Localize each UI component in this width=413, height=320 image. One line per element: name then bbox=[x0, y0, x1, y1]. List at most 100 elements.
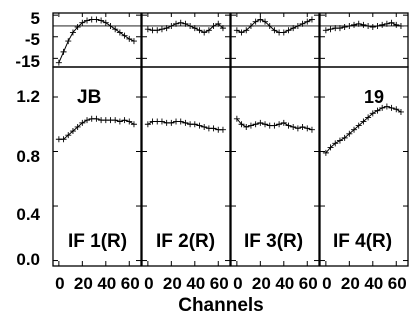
phase-point bbox=[383, 20, 390, 27]
phase-point bbox=[69, 29, 76, 36]
xtick-label: 0 bbox=[322, 274, 331, 293]
if-panel-label: IF 1(R) bbox=[68, 231, 127, 252]
amplitude-point bbox=[177, 118, 184, 125]
phase-point bbox=[247, 22, 254, 29]
phase-point bbox=[210, 22, 217, 29]
amplitude-point bbox=[397, 108, 404, 115]
phase-point bbox=[215, 20, 222, 27]
y-tick-labels: 5 -5 -15 1.2 0.8 0.4 0.0 bbox=[15, 9, 40, 269]
xtick-label: 40 bbox=[275, 274, 294, 293]
amplitude-point bbox=[369, 110, 376, 117]
phase-panel-frame bbox=[141, 12, 231, 68]
phase-point bbox=[397, 22, 404, 29]
xtick-label: 40 bbox=[364, 274, 383, 293]
phase-point bbox=[351, 21, 358, 28]
amplitude-point bbox=[219, 126, 226, 133]
phase-point bbox=[107, 22, 114, 29]
amp-ytick-label: 0.0 bbox=[16, 250, 40, 269]
phase-point bbox=[116, 29, 123, 36]
phase-point bbox=[191, 25, 198, 32]
phase-point bbox=[173, 20, 180, 27]
amplitude-point bbox=[332, 140, 339, 147]
phase-point bbox=[285, 27, 292, 34]
station-label: JB bbox=[77, 87, 101, 108]
amplitude-point bbox=[144, 121, 151, 128]
amplitude-point bbox=[191, 121, 198, 128]
amplitude-point bbox=[308, 126, 315, 133]
xtick-label: 20 bbox=[341, 274, 360, 293]
phase-point bbox=[360, 21, 367, 28]
phase-point bbox=[74, 24, 81, 31]
phase-point bbox=[257, 16, 264, 23]
amplitude-point bbox=[79, 119, 86, 126]
phase-point bbox=[280, 29, 287, 36]
amplitude-point bbox=[327, 144, 334, 151]
phase-point bbox=[379, 21, 386, 28]
amplitude-point bbox=[93, 115, 100, 122]
phase-point bbox=[163, 25, 170, 32]
amplitude-point bbox=[126, 118, 133, 125]
phase-point bbox=[102, 19, 109, 26]
phase-panel-frame bbox=[319, 12, 409, 68]
amplitude-point bbox=[257, 119, 264, 126]
amplitude-point bbox=[168, 119, 175, 126]
xtick-label: 0 bbox=[55, 274, 64, 293]
if-panel-label: IF 4(R) bbox=[333, 231, 392, 252]
phase-point bbox=[393, 21, 400, 28]
xtick-label: 40 bbox=[186, 274, 205, 293]
amplitude-series-line bbox=[325, 106, 402, 154]
phase-panel-frame bbox=[230, 12, 320, 68]
amplitude-point bbox=[201, 123, 208, 130]
phase-point bbox=[201, 29, 208, 36]
phase-point bbox=[154, 27, 161, 34]
amplitude-point bbox=[69, 128, 76, 135]
amplitude-point bbox=[243, 123, 250, 130]
phase-point bbox=[374, 22, 381, 29]
amplitude-point bbox=[360, 118, 367, 125]
phase-point bbox=[55, 59, 62, 66]
amplitude-point bbox=[252, 121, 259, 128]
amplitude-point bbox=[365, 114, 372, 121]
amplitude-panel-frame bbox=[230, 66, 320, 267]
amplitude-point bbox=[210, 125, 217, 132]
amplitude-point bbox=[351, 126, 358, 133]
xtick-label: 0 bbox=[233, 274, 242, 293]
phase-point bbox=[299, 20, 306, 27]
amplitude-point bbox=[393, 106, 400, 113]
scan-label: 19 bbox=[364, 87, 384, 107]
phase-point bbox=[327, 26, 334, 33]
phase-point bbox=[112, 26, 119, 33]
amplitude-point bbox=[290, 123, 297, 130]
phase-point bbox=[60, 48, 67, 55]
phase-point bbox=[121, 32, 128, 39]
amplitude-point bbox=[233, 115, 240, 122]
amplitude-point bbox=[304, 125, 311, 132]
amplitude-point bbox=[196, 122, 203, 129]
amp-ytick-label: 0.8 bbox=[16, 147, 40, 166]
phase-point bbox=[177, 19, 184, 26]
amplitude-point bbox=[182, 119, 189, 126]
phase-point bbox=[355, 20, 362, 27]
amplitude-panel-frame bbox=[52, 66, 142, 267]
phase-point bbox=[322, 27, 329, 34]
amplitude-point bbox=[116, 118, 123, 125]
amplitude-point bbox=[336, 137, 343, 144]
amplitude-point bbox=[341, 134, 348, 141]
if-panel-label: IF 2(R) bbox=[156, 231, 215, 252]
phase-point bbox=[365, 22, 372, 29]
phase-point bbox=[341, 24, 348, 31]
amplitude-point bbox=[355, 122, 362, 129]
xtick-label: 60 bbox=[388, 274, 407, 293]
phase-panel-frame bbox=[52, 12, 142, 68]
phase-point bbox=[130, 38, 137, 45]
xtick-label: 20 bbox=[74, 274, 93, 293]
xtick-label: 60 bbox=[121, 274, 140, 293]
phase-point bbox=[65, 38, 72, 45]
phase-point bbox=[233, 27, 240, 34]
amplitude-point bbox=[285, 122, 292, 129]
phase-point bbox=[294, 22, 301, 29]
amplitude-point bbox=[262, 121, 269, 128]
amplitude-point bbox=[388, 104, 395, 111]
amplitude-point bbox=[346, 130, 353, 137]
